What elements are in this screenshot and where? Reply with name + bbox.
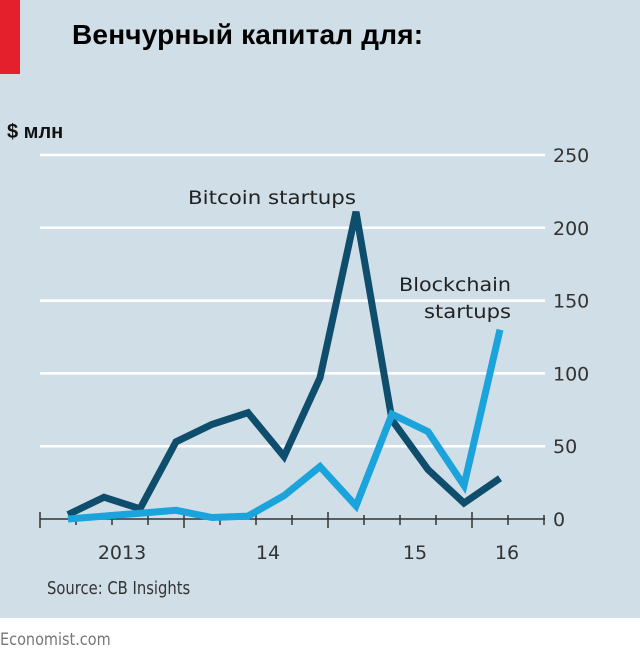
y-tick-labels: 0 50 100 150 200 250 [553, 145, 589, 531]
y-tick-label-0: 0 [553, 509, 565, 531]
x-tick-label-2013: 2013 [98, 542, 146, 564]
x-tick-label-15: 15 [403, 542, 427, 564]
publisher-credit: Economist.com [0, 630, 111, 650]
x-tick-label-16: 16 [495, 542, 519, 564]
x-tick-labels: 2013 14 15 16 [98, 542, 519, 564]
source-note: Source: CB Insights [47, 578, 191, 599]
x-tick-label-14: 14 [256, 542, 280, 564]
y-tick-label-250: 250 [553, 145, 589, 167]
brand-red-tag [0, 0, 20, 74]
y-tick-label-50: 50 [553, 436, 577, 458]
y-tick-label-150: 150 [553, 291, 589, 313]
series-lines [66, 211, 504, 523]
blockchain-series-line [67, 328, 504, 523]
bitcoin-series-label: Bitcoin startups [188, 187, 356, 209]
blockchain-series-label-line2: startups [424, 301, 511, 323]
bitcoin-series-line [66, 211, 502, 518]
line-chart: 0 50 100 150 200 250 2013 14 15 16 Bitcoin st… [39, 145, 589, 564]
blockchain-series-label-line1: Blockchain [399, 274, 511, 296]
y-tick-label-100: 100 [553, 363, 589, 385]
y-axis-unit: $ млн [7, 121, 64, 143]
chart-title: Венчурный капитал для: [72, 19, 424, 50]
y-tick-label-200: 200 [553, 218, 589, 240]
